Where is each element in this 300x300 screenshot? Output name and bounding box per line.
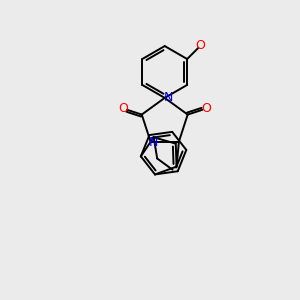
Text: N: N: [149, 136, 158, 149]
Text: O: O: [201, 102, 211, 115]
Text: O: O: [195, 39, 205, 52]
Text: N: N: [164, 92, 173, 104]
Text: O: O: [118, 102, 128, 115]
